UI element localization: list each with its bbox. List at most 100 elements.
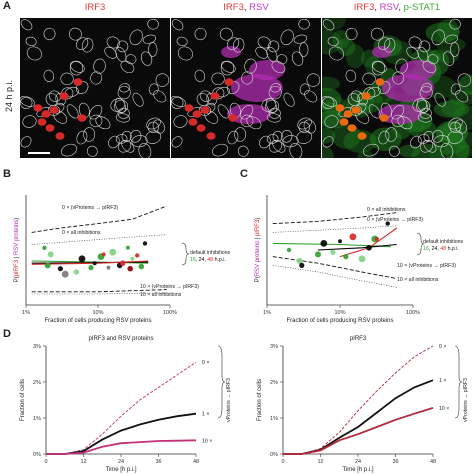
data-point [296,258,303,264]
y-axis-label: Fraction of cells [20,379,26,421]
irf3-nucleus [206,132,216,140]
micro-title-3: IRF3, RSV, p-STAT1 [322,2,472,13]
cell-outline [347,93,361,106]
irf3-nucleus [210,92,220,100]
cell-outline [115,134,128,144]
x-tick-label: 24 [355,459,361,465]
pstat1-signal [365,55,386,78]
cell-outline [417,113,432,123]
irf3-nucleus [339,118,349,126]
cell-outline [246,116,262,130]
curve-default-48 [339,227,398,258]
irf3-nucleus [347,124,357,132]
micro-title-part: IRF3 [353,2,375,13]
irf3-nucleus [49,106,59,114]
micrograph-irf3-rsv [171,18,321,158]
micrograph-irf3-rsv-pstat1 [322,18,472,158]
series-label: 1 × [439,378,446,384]
cell-outline [345,27,358,41]
cell-outline [20,96,33,109]
cell-outline [259,135,271,149]
irf3-nucleus [55,132,65,140]
annotation: 0 × (vProteins → pIRF3) [62,205,118,211]
curve-10x-all [272,265,397,288]
cell-outline [48,90,61,102]
cell-outline [267,40,280,53]
pstat1-signal [369,127,402,152]
cell-outline [212,143,228,157]
x-tick-label: 48 [430,459,436,465]
cell-outline [153,90,167,103]
cell-outline [117,85,131,100]
irf3-nucleus [196,124,206,132]
cell-outline [20,95,35,107]
data-point [138,263,145,270]
cell-outline [324,115,339,128]
series-label: 10 × [202,438,212,444]
cell-outline [115,46,127,63]
data-point [119,260,126,266]
curve-default-48 [31,260,149,265]
chart-title: pIRF3 and RSV proteins [88,336,153,342]
cell-outline [95,116,111,130]
irf3-nucleus [59,92,69,100]
irf3-nucleus [351,106,361,114]
annotation: 10 × all inhibitions [140,292,182,298]
micro-title-part: , [374,2,380,13]
micrograph-irf3-rsv-svg [171,18,321,158]
cell-outline [422,60,437,74]
cell-outline [442,51,455,66]
x-tick-label: 0 [44,459,47,465]
cell-outline [43,27,56,41]
series-label: 10 × [439,406,449,412]
data-point [106,265,111,270]
series-line [283,407,434,455]
cell-outline [221,61,236,73]
cell-outline [431,29,445,46]
rsv-signal [221,46,241,58]
cell-outline [171,96,184,109]
x-tick-label: 0 [281,459,284,465]
cell-outline [406,46,419,59]
micro-title-part: RSV [379,2,399,13]
default-time-part: h.p.i. [446,246,459,252]
data-point [320,240,328,247]
x-axis-label: Time [h p.i.] [105,467,136,473]
cell-outline [60,72,74,86]
irf3-nucleus [188,118,198,126]
cell-outline [232,38,245,53]
curve-10x-vproteins [272,256,397,280]
cell-outline [76,37,89,50]
pstat1-signal [458,74,472,95]
cell-outline [395,58,408,74]
cell-outline [434,92,446,107]
panel-b-chart: 1% 10% 100% Fraction of cells producing RSV… [14,195,230,324]
cell-outline [322,19,335,31]
irf3-nucleus [41,110,51,118]
side-label: vProteins → pIRF3 [226,378,232,422]
series-line [283,379,434,455]
cell-outline [416,99,431,114]
y-label-part: pIRF3 [255,219,261,236]
irf3-nucleus [200,106,210,114]
pstat1-signal [437,49,460,64]
brace [416,232,425,256]
cell-outline [421,83,432,93]
data-point [385,221,390,226]
series-line [46,439,197,455]
micro-title-part: RSV [249,2,269,13]
micro-title-1: IRF3 [20,2,170,13]
data-point [315,251,321,258]
cell-outline [145,130,162,144]
y-tick-label: 3% [33,344,41,350]
y-axis-label: P(pIRF3 | RSV proteins) [14,218,20,283]
x-tick-label: 48 [193,459,199,465]
pstat1-signal [322,145,334,158]
irf3-nucleus [192,110,202,118]
data-point [42,245,47,250]
brace [454,345,463,419]
cell-outline [211,72,225,86]
pstat1-signal [433,100,470,118]
panel-d-left-chart: pIRF3 and RSV proteins 0 12 24 36 48 0% 1% 2% 3% T… [20,336,232,473]
cell-outline [69,60,84,76]
